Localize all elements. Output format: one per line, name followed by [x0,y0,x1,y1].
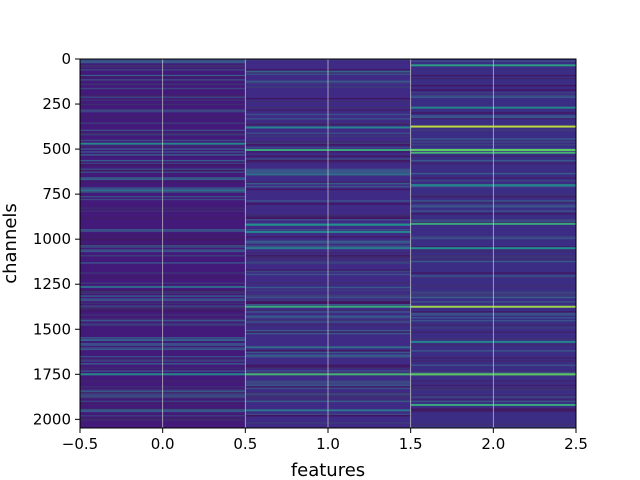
y-tick-label: 1000 [33,230,71,248]
x-tick-label: 2.0 [481,435,505,453]
x-tick-label: −0.5 [62,435,98,453]
x-tick-label: 1.0 [316,435,340,453]
y-tick-label: 0 [61,50,71,68]
y-axis: 0 250 500 750 1000 1250 1500 1750 2000 [33,50,80,428]
y-tick-label: 1500 [33,320,71,338]
y-tick-label: 750 [42,185,71,203]
y-tick-label: 250 [42,95,71,113]
y-tick-label: 500 [42,140,71,158]
y-axis-label: channels [0,203,21,284]
x-tick-label: 0.5 [233,435,257,453]
y-tick-label: 1750 [33,365,71,383]
x-tick-label: 0.0 [151,435,175,453]
x-tick-label: 1.5 [399,435,423,453]
y-tick-label: 1250 [33,275,71,293]
x-axis: −0.5 0.0 0.5 1.0 1.5 2.0 2.5 [62,428,588,453]
y-tick-label: 2000 [33,410,71,428]
x-axis-label: features [291,460,365,480]
x-tick-label: 2.5 [564,435,588,453]
